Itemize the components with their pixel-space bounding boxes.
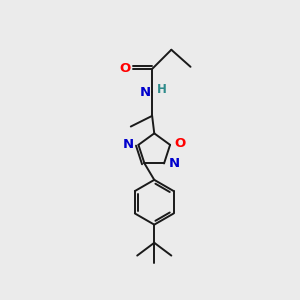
Text: N: N bbox=[123, 138, 134, 152]
Text: N: N bbox=[140, 86, 151, 99]
Text: H: H bbox=[157, 83, 167, 96]
Text: O: O bbox=[175, 137, 186, 150]
Text: O: O bbox=[119, 62, 130, 75]
Text: N: N bbox=[169, 157, 180, 170]
